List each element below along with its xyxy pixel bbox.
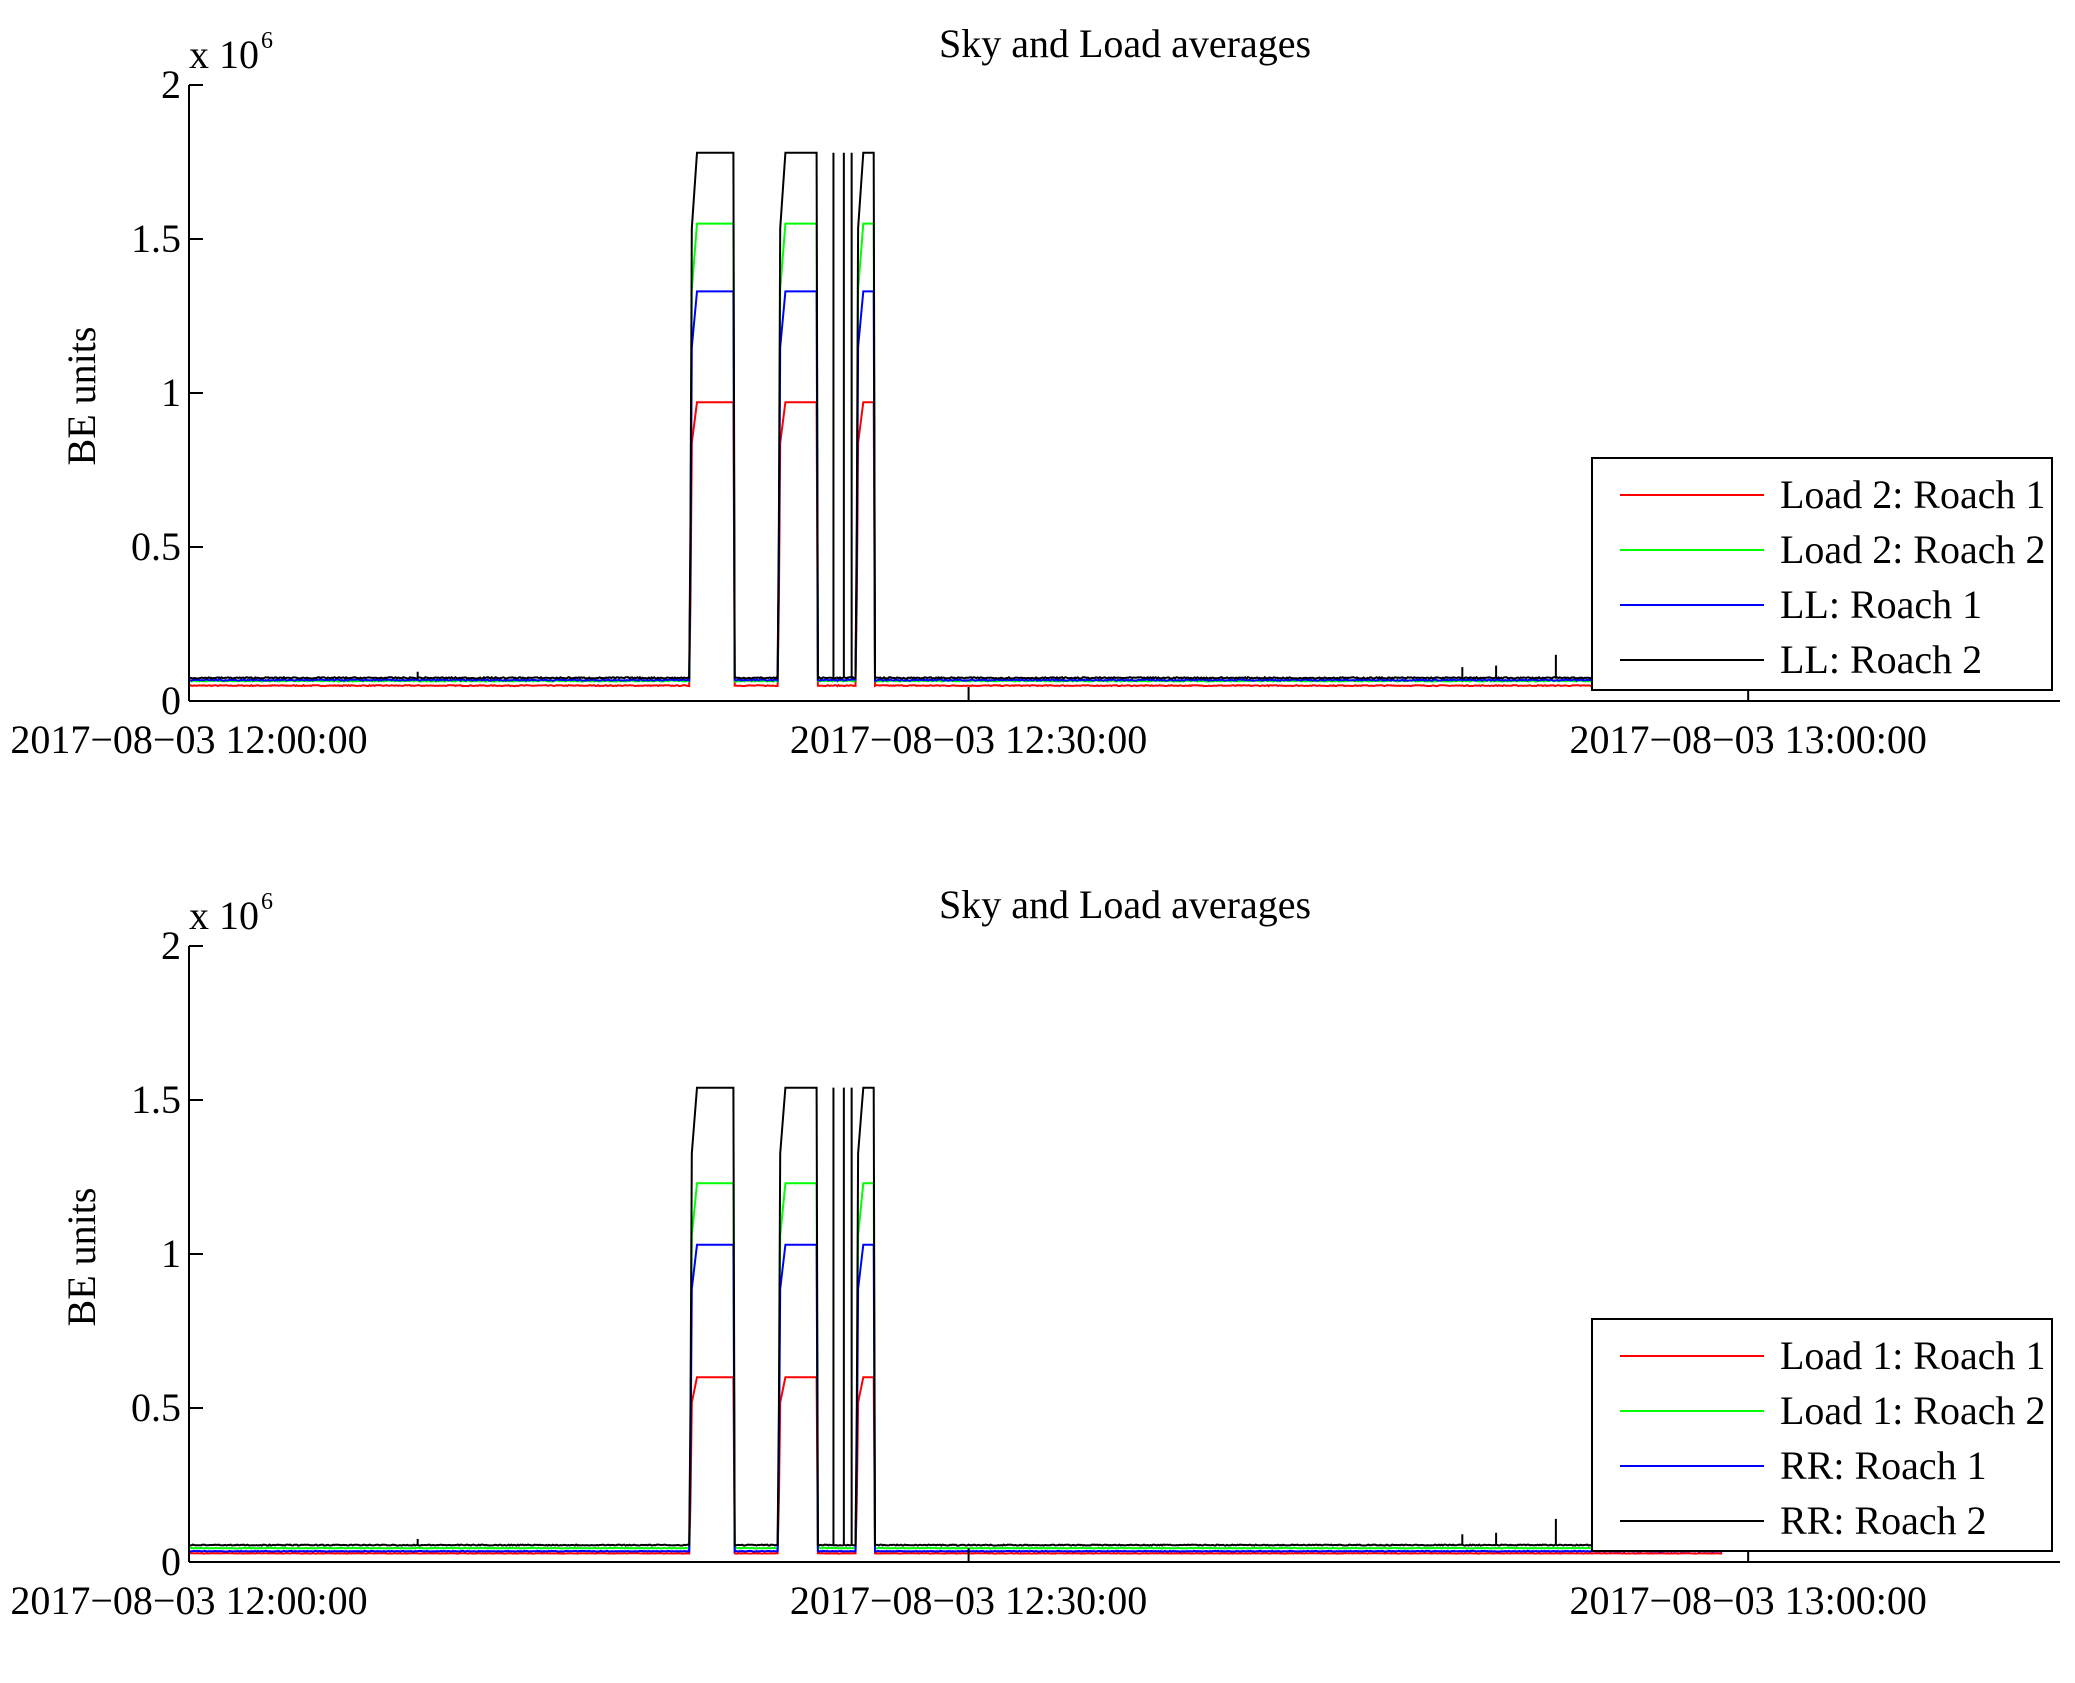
chart-bottom: Sky and Load averages x 10 6 BE units 00… xyxy=(10,882,2060,1623)
legend-label: Load 2: Roach 2 xyxy=(1780,527,2046,572)
series-line xyxy=(188,151,1723,681)
y-multiplier: x 10 xyxy=(189,893,259,938)
y-tick-label: 0 xyxy=(161,1539,181,1584)
plot-lines xyxy=(188,151,1723,688)
y-tick-label: 1 xyxy=(161,1231,181,1276)
x-tick-label: 2017−08−03 12:00:00 xyxy=(10,1578,367,1623)
y-tick-label: 1 xyxy=(161,370,181,415)
legend: Load 2: Roach 1 Load 2: Roach 2 LL: Roach … xyxy=(1591,457,2053,691)
legend: Load 1: Roach 1 Load 1: Roach 2 RR: Roach … xyxy=(1591,1318,2053,1552)
y-tick-label: 1.5 xyxy=(131,216,181,261)
y-tick-label: 0.5 xyxy=(131,1385,181,1430)
y-axis-label: BE units xyxy=(59,327,104,466)
legend-label: LL: Roach 1 xyxy=(1780,582,1982,627)
legend-label: Load 1: Roach 2 xyxy=(1780,1388,2046,1433)
series-line xyxy=(188,401,1723,688)
y-axis-label: BE units xyxy=(59,1188,104,1327)
series-line xyxy=(188,1376,1723,1555)
series-line xyxy=(188,222,1723,683)
x-axis: 2017−08−03 12:00:00 2017−08−03 12:30:00 20… xyxy=(10,687,1927,762)
legend-label: RR: Roach 2 xyxy=(1780,1498,1987,1543)
series-line xyxy=(188,1182,1723,1550)
legend-label: Load 1: Roach 1 xyxy=(1780,1333,2046,1378)
chart-title: Sky and Load averages xyxy=(939,21,1311,66)
y-tick-label: 0.5 xyxy=(131,524,181,569)
x-tick-label: 2017−08−03 13:00:00 xyxy=(1569,1578,1926,1623)
y-axis: 0 0.5 1 1.5 2 xyxy=(131,923,203,1584)
y-multiplier-exponent: 6 xyxy=(261,889,273,915)
series-line xyxy=(188,290,1723,683)
legend-label: LL: Roach 2 xyxy=(1780,637,1982,682)
legend-box xyxy=(1591,1318,2053,1552)
y-tick-label: 1.5 xyxy=(131,1077,181,1122)
x-tick-label: 2017−08−03 12:30:00 xyxy=(790,717,1147,762)
chart-title: Sky and Load averages xyxy=(939,882,1311,927)
y-axis: 0 0.5 1 1.5 2 xyxy=(131,62,203,723)
x-tick-label: 2017−08−03 12:00:00 xyxy=(10,717,367,762)
plot-lines xyxy=(188,1086,1723,1555)
y-tick-label: 0 xyxy=(161,678,181,723)
legend-box xyxy=(1591,457,2053,691)
x-tick-label: 2017−08−03 12:30:00 xyxy=(790,1578,1147,1623)
series-line xyxy=(189,1243,1723,1553)
legend-label: RR: Roach 1 xyxy=(1780,1443,1987,1488)
y-multiplier: x 10 xyxy=(189,32,259,77)
legend-label: Load 2: Roach 1 xyxy=(1780,472,2046,517)
y-multiplier-exponent: 6 xyxy=(261,28,273,54)
chart-top: Sky and Load averages x 10 6 BE units 00… xyxy=(10,21,2060,762)
y-tick-label: 2 xyxy=(161,62,181,107)
x-tick-label: 2017−08−03 13:00:00 xyxy=(1569,717,1926,762)
y-tick-label: 2 xyxy=(161,923,181,968)
x-axis: 2017−08−03 12:00:00 2017−08−03 12:30:00 20… xyxy=(10,1548,1927,1623)
series-line xyxy=(189,1086,1723,1547)
